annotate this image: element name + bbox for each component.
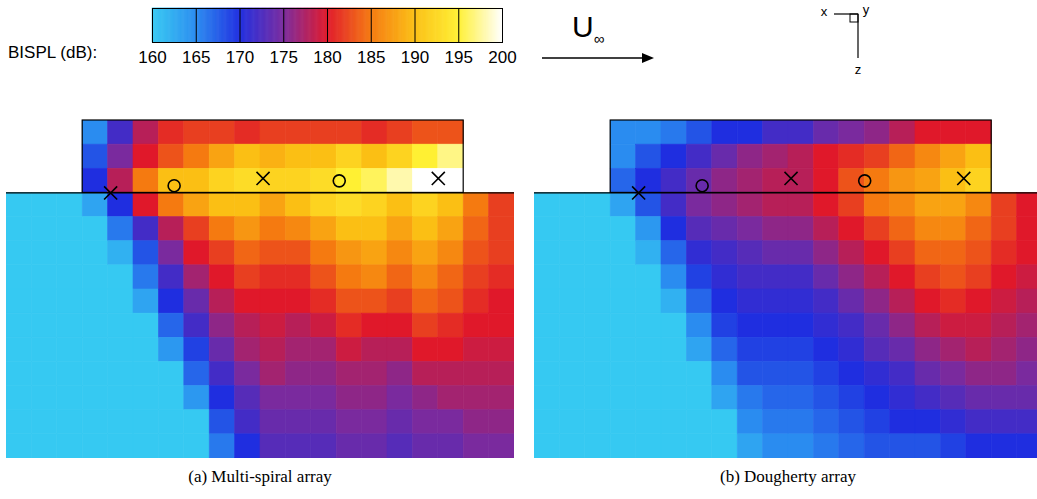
svg-text:y: y xyxy=(863,2,870,17)
html-text:BISPL (dB):: BISPL (dB): xyxy=(8,43,98,62)
html-text:(a) Multi-spiral array: (a) Multi-spiral array xyxy=(188,467,332,486)
html-text:U∞: U∞ xyxy=(572,10,605,47)
svg-text:x: x xyxy=(821,4,828,19)
svg-text:190: 190 xyxy=(401,48,429,67)
svg-text:170: 170 xyxy=(226,48,254,67)
svg-text:180: 180 xyxy=(313,48,341,67)
svg-text:185: 185 xyxy=(357,48,385,67)
svg-text:160: 160 xyxy=(138,48,166,67)
svg-text:200: 200 xyxy=(488,48,516,67)
svg-text:195: 195 xyxy=(445,48,473,67)
svg-text:175: 175 xyxy=(270,48,298,67)
svg-text:165: 165 xyxy=(182,48,210,67)
html-text:(b) Dougherty array: (b) Dougherty array xyxy=(720,467,856,486)
svg-text:z: z xyxy=(855,62,862,77)
